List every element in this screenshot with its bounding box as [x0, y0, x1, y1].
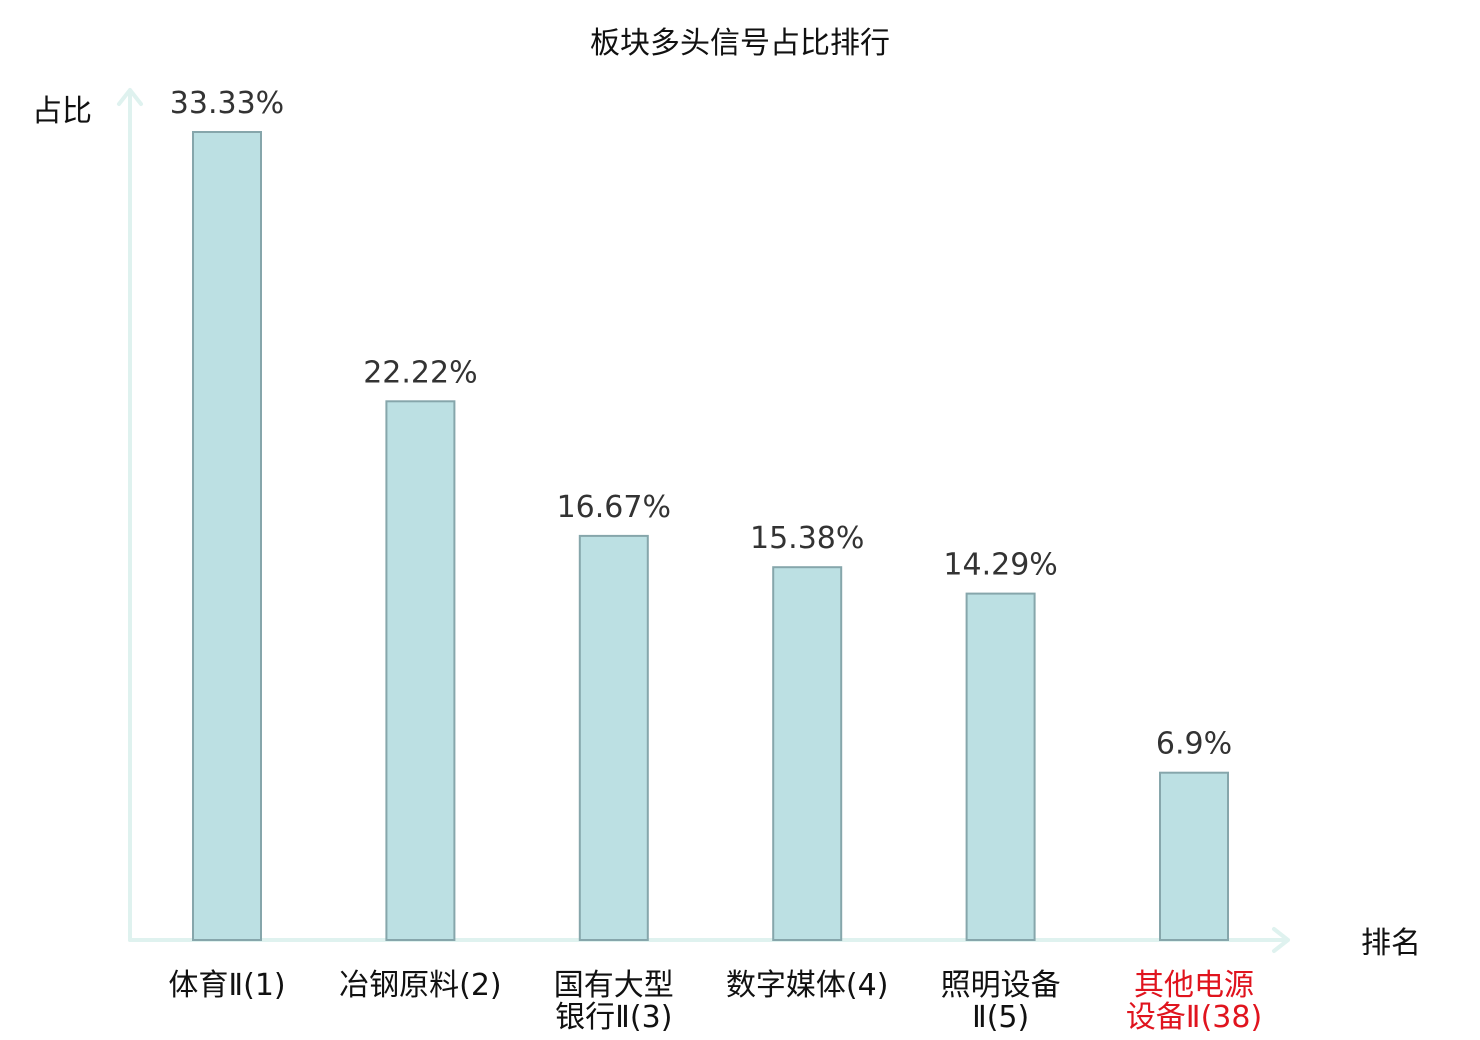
- bar-value-label: 6.9%: [1156, 727, 1232, 762]
- x-axis-label: 排名: [1361, 926, 1421, 961]
- category-tick-label: 冶钢原料(2): [339, 968, 502, 1003]
- bar-value-label: 14.29%: [943, 548, 1057, 583]
- category-tick-label: 体育Ⅱ(1): [168, 968, 285, 1003]
- category-tick-label: 照明设备: [941, 968, 1061, 1003]
- x-axis-line: [128, 927, 1290, 953]
- category-tick-label: 银行Ⅱ(3): [555, 1000, 672, 1035]
- bar: [772, 566, 843, 941]
- bar-value-label: 15.38%: [750, 521, 864, 556]
- category-tick-label: 国有大型: [554, 968, 674, 1003]
- category-tick-label: Ⅱ(5): [972, 1000, 1029, 1035]
- y-axis-line: [117, 88, 143, 942]
- bar: [192, 131, 262, 941]
- bar: [578, 534, 649, 942]
- y-axis-label: 占比: [32, 94, 92, 129]
- bar: [1159, 771, 1229, 942]
- category-tick-label: 数字媒体(4): [726, 968, 889, 1003]
- bars-group: [192, 131, 1229, 942]
- category-tick-label: 设备Ⅱ(38): [1126, 1000, 1262, 1035]
- bar: [965, 592, 1036, 941]
- category-tick-label: 其他电源: [1134, 968, 1254, 1003]
- chart-title: 板块多头信号占比排行: [590, 26, 890, 61]
- bar: [385, 400, 456, 941]
- bar-value-label: 33.33%: [170, 86, 284, 121]
- bar-value-label: 22.22%: [363, 355, 477, 390]
- value-labels-group: 33.33% 22.22% 16.67% 15.38% 14.29% 6.9%: [170, 86, 1232, 762]
- bar-value-label: 16.67%: [557, 490, 671, 525]
